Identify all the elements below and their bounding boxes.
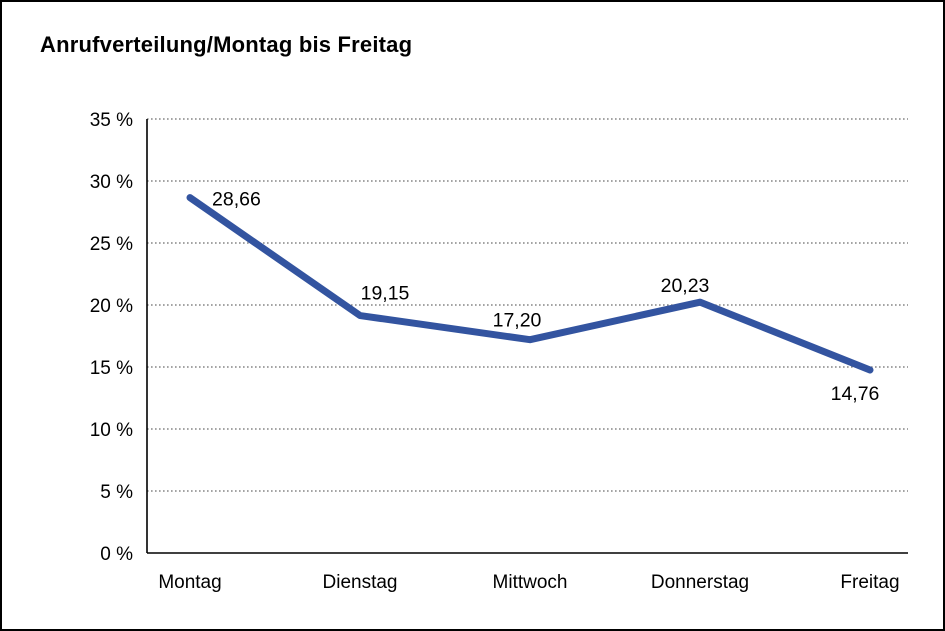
- x-category-label: Montag: [158, 572, 221, 593]
- y-tick-label: 20 %: [90, 296, 133, 317]
- y-tick-label: 30 %: [90, 172, 133, 193]
- value-label: 20,23: [661, 275, 710, 297]
- y-tick-label: 15 %: [90, 358, 133, 379]
- y-tick-label: 5 %: [100, 482, 133, 503]
- value-label: 28,66: [212, 189, 261, 211]
- y-tick-label: 25 %: [90, 234, 133, 255]
- chart-title: Anrufverteilung/Montag bis Freitag: [40, 32, 413, 57]
- value-label: 19,15: [361, 283, 410, 305]
- value-label: 17,20: [493, 310, 542, 332]
- value-label: 14,76: [831, 383, 880, 405]
- y-tick-label: 35 %: [90, 110, 133, 131]
- x-category-label: Dienstag: [323, 572, 398, 593]
- x-category-label: Mittwoch: [493, 572, 568, 593]
- x-category-label: Donnerstag: [651, 572, 749, 593]
- y-tick-label: 10 %: [90, 420, 133, 441]
- data-line: [186, 194, 874, 374]
- y-tick-label: 0 %: [100, 544, 133, 565]
- x-category-label: Freitag: [840, 572, 899, 593]
